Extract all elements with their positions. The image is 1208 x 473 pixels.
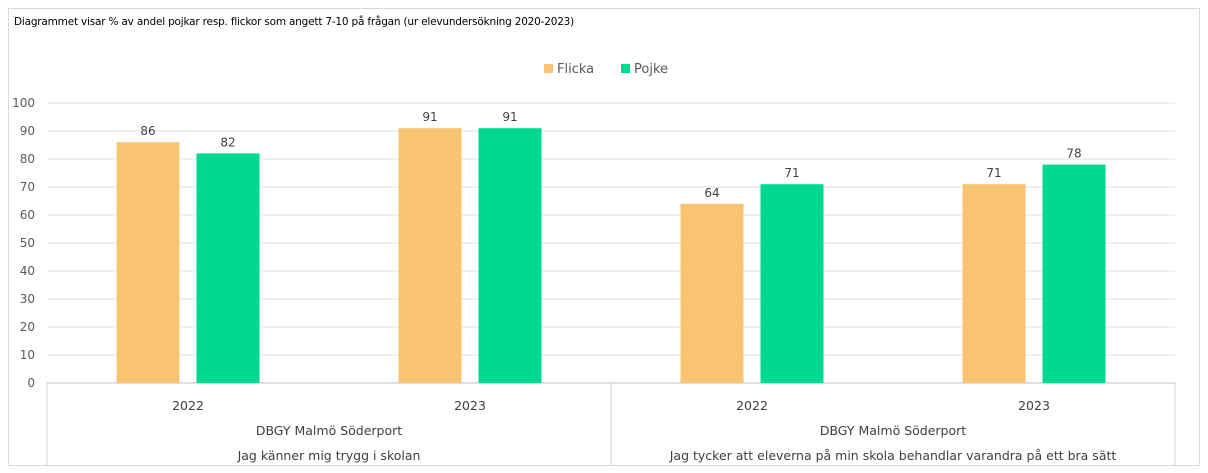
data-label: 71 <box>986 166 1001 180</box>
data-label: 82 <box>220 135 235 149</box>
x-group-question: Jag tycker att eleverna på min skola beh… <box>669 448 1117 463</box>
bars <box>116 128 1106 383</box>
y-axis: 0 10 20 30 40 50 60 70 80 90 100 <box>12 96 35 390</box>
x-group-school: DBGY Malmö Söderport <box>256 423 402 438</box>
bar-flicka <box>680 203 744 383</box>
bar-pojke <box>478 128 542 383</box>
bar-pojke <box>196 153 260 383</box>
bar-pojke <box>1042 164 1106 383</box>
y-tick-label: 0 <box>27 376 35 390</box>
x-tick-year: 2023 <box>454 398 486 413</box>
data-label: 91 <box>422 110 437 124</box>
data-label: 64 <box>704 186 719 200</box>
y-tick-label: 50 <box>20 236 35 250</box>
legend-swatch-pojke <box>621 64 630 73</box>
y-tick-label: 80 <box>20 152 35 166</box>
y-tick-label: 100 <box>12 96 35 110</box>
y-tick-label: 10 <box>20 348 35 362</box>
x-tick-year: 2022 <box>736 398 768 413</box>
legend: Flicka Pojke <box>544 62 668 77</box>
data-label: 71 <box>784 166 799 180</box>
y-tick-label: 40 <box>20 264 35 278</box>
data-label: 91 <box>502 110 517 124</box>
data-labels: 86 82 91 91 64 71 71 78 <box>140 110 1081 200</box>
y-tick-label: 70 <box>20 180 35 194</box>
chart-title: Diagrammet visar % av andel pojkar resp.… <box>14 16 575 28</box>
chart-frame <box>8 8 1200 466</box>
x-tick-year: 2023 <box>1018 398 1050 413</box>
legend-label-flicka: Flicka <box>557 62 594 77</box>
bar-flicka <box>116 142 180 383</box>
bar-flicka <box>398 128 462 383</box>
legend-label-pojke: Pojke <box>634 62 668 77</box>
x-group-question: Jag känner mig trygg i skolan <box>237 448 421 463</box>
bar-pojke <box>760 184 824 383</box>
y-tick-label: 20 <box>20 320 35 334</box>
y-tick-label: 30 <box>20 292 35 306</box>
data-label: 86 <box>140 124 155 138</box>
legend-swatch-flicka <box>544 64 553 73</box>
y-tick-label: 60 <box>20 208 35 222</box>
bar-flicka <box>962 184 1026 383</box>
data-label: 78 <box>1066 147 1081 161</box>
x-axis: 2022 2023 2022 2023 DBGY Malmö Söderport Jag … <box>46 383 1176 466</box>
x-group-school: DBGY Malmö Söderport <box>820 423 966 438</box>
x-tick-year: 2022 <box>172 398 204 413</box>
y-tick-label: 90 <box>20 124 35 138</box>
